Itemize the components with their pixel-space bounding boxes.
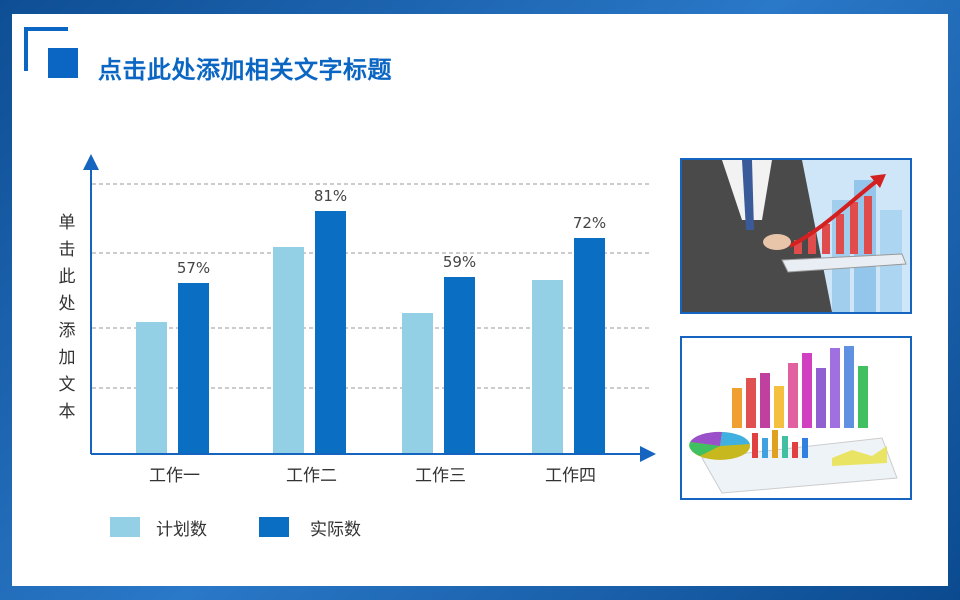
- y-axis-label: 单击此处添加文本: [58, 213, 76, 422]
- bar-plan-3: [402, 313, 433, 454]
- 3d-bar-chart-image: [680, 336, 912, 500]
- bar-actual-1: [178, 283, 209, 454]
- x-tick-label-1: 工作一: [149, 466, 200, 486]
- data-label-2: 81%: [314, 187, 347, 205]
- legend-actual-swatch: [259, 517, 289, 537]
- x-tick-label-3: 工作三: [415, 466, 466, 486]
- bar-actual-3: [444, 277, 475, 454]
- bar-actual-4: [574, 238, 605, 454]
- x-tick-label-2: 工作二: [286, 466, 337, 486]
- x-tick-label-4: 工作四: [545, 466, 596, 486]
- title-corner-decoration: [24, 27, 68, 71]
- legend-plan: 计划数: [110, 516, 207, 540]
- legend-actual: 实际数: [259, 516, 361, 540]
- bar-plan-4: [532, 280, 563, 454]
- data-label-1: 57%: [177, 259, 210, 277]
- bar-actual-2: [315, 211, 346, 454]
- legend-plan-swatch: [110, 517, 140, 537]
- business-growth-chart-image: [680, 158, 912, 314]
- title-corner-square: [48, 48, 78, 78]
- slide-title[interactable]: 点击此处添加相关文字标题: [98, 56, 392, 84]
- legend-actual-label: 实际数: [310, 519, 361, 540]
- data-label-4: 72%: [573, 214, 606, 232]
- data-label-3: 59%: [443, 253, 476, 271]
- legend-plan-label: 计划数: [156, 519, 207, 540]
- bar-plan-2: [273, 247, 304, 454]
- bar-plan-1: [136, 322, 167, 454]
